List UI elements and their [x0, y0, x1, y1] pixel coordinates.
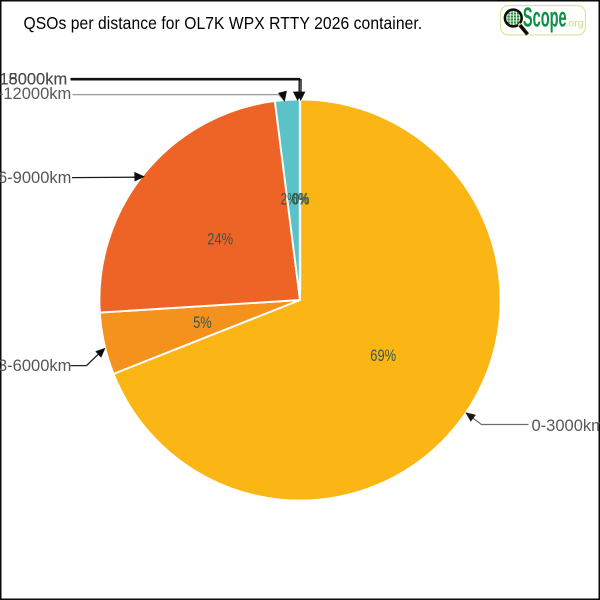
svg-text:15-18000km: 15-18000km	[0, 71, 67, 89]
svg-text:0%: 0%	[293, 190, 310, 209]
svg-text:3-6000km: 3-6000km	[0, 357, 71, 375]
svg-text:2%: 2%	[281, 190, 298, 209]
svg-text:24%: 24%	[207, 230, 233, 249]
svg-text:69%: 69%	[370, 346, 396, 365]
svg-text:0%: 0%	[292, 190, 309, 209]
svg-text:Scope: Scope	[523, 2, 567, 33]
svg-text:5%: 5%	[193, 314, 212, 333]
svg-text:12-15000km: 12-15000km	[0, 71, 67, 89]
svg-text:9-12000km: 9-12000km	[0, 85, 71, 103]
svg-text:.org: .org	[566, 18, 584, 30]
svg-text:QSOs per distance for OL7K WPX: QSOs per distance for OL7K WPX RTTY 2026…	[24, 13, 423, 33]
svg-text:6-9000km: 6-9000km	[0, 169, 71, 187]
svg-text:0-3000km: 0-3000km	[532, 417, 600, 435]
